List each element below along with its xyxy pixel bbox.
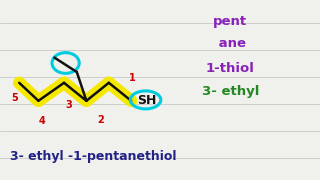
Text: 3- ethyl -1-pentanethiol: 3- ethyl -1-pentanethiol	[10, 150, 176, 163]
Text: pent: pent	[213, 15, 247, 28]
Text: 1-thiol: 1-thiol	[206, 62, 255, 75]
Text: 1: 1	[129, 73, 136, 83]
Text: 4: 4	[38, 116, 45, 127]
Text: 3: 3	[65, 100, 72, 110]
Text: ane: ane	[214, 37, 246, 50]
Text: 2: 2	[97, 115, 104, 125]
Text: SH: SH	[138, 94, 157, 107]
Text: 5: 5	[11, 93, 18, 103]
Text: 3- ethyl: 3- ethyl	[202, 85, 259, 98]
